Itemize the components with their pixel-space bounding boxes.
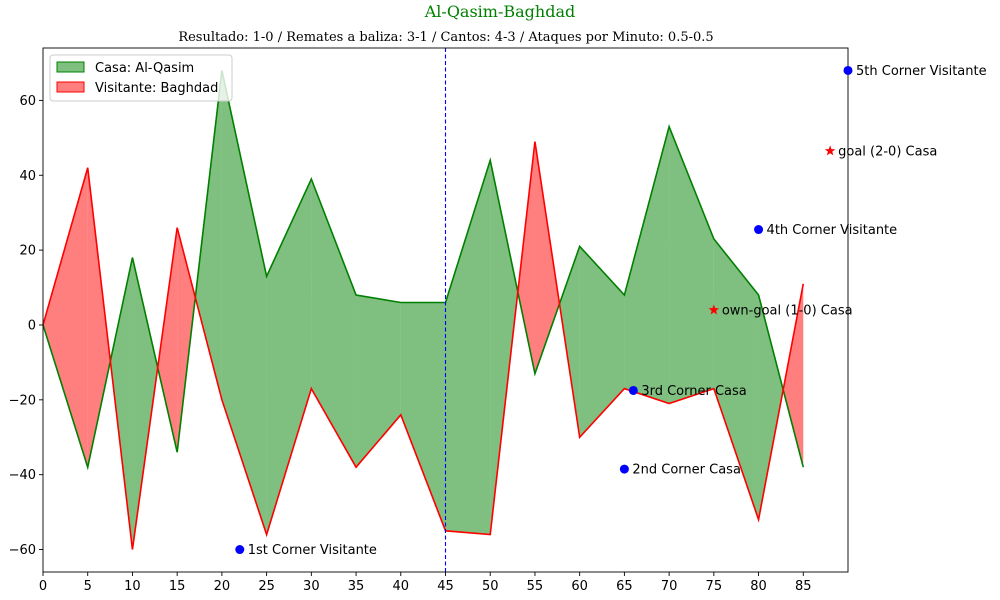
legend-swatch xyxy=(56,81,85,93)
legend-swatch xyxy=(56,61,85,73)
home-fill-area xyxy=(713,238,759,520)
legend-label: Casa: Al-Qasim xyxy=(95,61,194,76)
home-fill-area xyxy=(195,70,222,400)
x-tick-label: 30 xyxy=(303,579,320,594)
x-tick-label: 0 xyxy=(39,579,47,594)
plot-area: 0 5 10 15 20 25 30 35 40 45 50 55 60 65 70 75 80 85 −60 −40… xyxy=(9,47,987,594)
home-fill-area xyxy=(445,160,491,535)
x-tick-label: 50 xyxy=(482,579,499,594)
away-fill-area xyxy=(177,227,196,453)
event-annotation: own-goal (1-0) Casa xyxy=(722,304,853,319)
x-tick-label: 45 xyxy=(437,579,454,594)
home-fill-area xyxy=(579,246,625,438)
event-circle-marker xyxy=(628,385,638,395)
event-circle-marker xyxy=(754,225,764,235)
x-tick-label: 15 xyxy=(169,579,186,594)
event-circle-marker xyxy=(235,545,245,555)
chart-title: Al-Qasim-Baghdad xyxy=(424,2,576,21)
y-tick-label: 0 xyxy=(28,318,36,333)
away-fill-area xyxy=(783,283,804,468)
home-fill-area xyxy=(624,126,670,404)
home-fill-area xyxy=(758,295,784,520)
event-annotation: 2nd Corner Casa xyxy=(632,463,741,478)
x-tick-label: 20 xyxy=(214,579,231,594)
event-circle-marker xyxy=(619,464,629,474)
y-tick-label: −60 xyxy=(9,543,36,558)
home-fill-area xyxy=(311,179,357,468)
home-fill-area xyxy=(400,302,446,531)
home-series-line xyxy=(42,70,805,471)
event-annotation: 3rd Corner Casa xyxy=(641,384,746,399)
event-annotation: goal (2-0) Casa xyxy=(838,144,937,159)
event-circle-marker xyxy=(843,65,853,75)
y-tick-label: 60 xyxy=(19,94,36,109)
x-tick-label: 40 xyxy=(393,579,410,594)
home-fill-area xyxy=(221,70,267,535)
y-tick-label: −40 xyxy=(9,468,36,483)
legend-label: Visitante: Baghdad xyxy=(95,81,218,96)
x-tick-label: 60 xyxy=(571,579,588,594)
home-fill-area xyxy=(356,295,401,468)
home-fill-area xyxy=(490,160,518,535)
x-tick-label: 35 xyxy=(348,579,365,594)
home-fill-area xyxy=(266,179,312,535)
fill-between-group xyxy=(43,70,804,550)
legend-box xyxy=(49,54,233,102)
event-annotation: 4th Corner Visitante xyxy=(767,223,898,238)
event-annotation: 5th Corner Visitante xyxy=(856,64,987,79)
home-fill-area xyxy=(559,246,580,438)
chart-subtitle: Resultado: 1-0 / Remates a baliza: 3-1 /… xyxy=(178,30,713,45)
away-series-line xyxy=(42,141,805,550)
y-tick-label: 40 xyxy=(19,169,36,184)
legend: Casa: Al-Qasim Visitante: Baghdad xyxy=(49,54,233,102)
away-fill-area xyxy=(43,167,88,468)
y-tick-label: 20 xyxy=(19,244,36,259)
away-fill-area xyxy=(87,167,111,468)
x-tick-label: 70 xyxy=(661,579,678,594)
x-tick-label: 55 xyxy=(527,579,544,594)
x-tick-label: 75 xyxy=(706,579,723,594)
event-star-marker xyxy=(708,304,720,315)
x-tick-label: 10 xyxy=(124,579,141,594)
home-fill-area xyxy=(132,257,158,550)
home-fill-area xyxy=(669,126,714,404)
away-fill-area xyxy=(517,141,535,374)
x-tick-label: 80 xyxy=(750,579,767,594)
away-fill-area xyxy=(534,141,560,374)
x-tick-label: 85 xyxy=(795,579,812,594)
home-fill-area xyxy=(110,257,133,550)
x-tick-label: 25 xyxy=(258,579,275,594)
x-tick-label: 5 xyxy=(84,579,92,594)
y-tick-label: −20 xyxy=(9,393,36,408)
event-star-marker xyxy=(824,145,836,156)
away-fill-area xyxy=(157,227,178,453)
x-tick-label: 65 xyxy=(616,579,633,594)
event-annotation: 1st Corner Visitante xyxy=(248,543,377,558)
